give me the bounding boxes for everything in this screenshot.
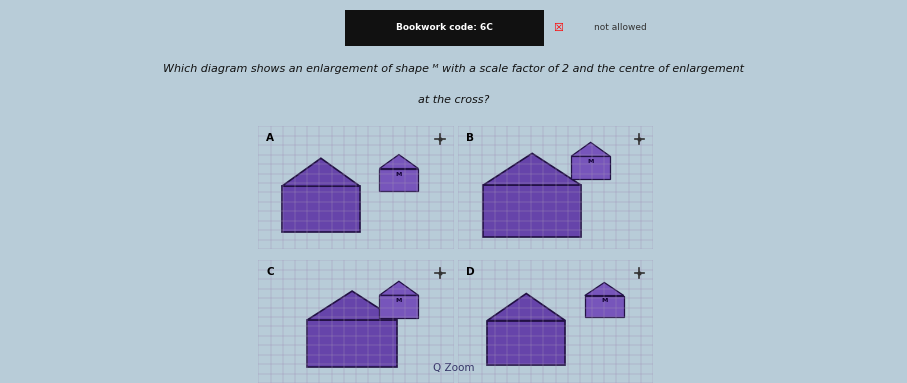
Text: B: B bbox=[466, 133, 473, 142]
Bar bbox=[483, 185, 580, 237]
FancyBboxPatch shape bbox=[345, 10, 544, 46]
Text: A: A bbox=[267, 133, 274, 142]
Text: M: M bbox=[588, 159, 594, 164]
Bar bbox=[571, 156, 610, 179]
Text: D: D bbox=[466, 267, 474, 277]
Text: M: M bbox=[395, 298, 402, 303]
Polygon shape bbox=[487, 293, 565, 321]
Polygon shape bbox=[307, 291, 397, 320]
Text: not allowed: not allowed bbox=[594, 23, 647, 32]
Text: M: M bbox=[395, 172, 402, 177]
Polygon shape bbox=[585, 283, 624, 296]
Text: Which diagram shows an enlargement of shape ᴹ with a scale factor of 2 and the c: Which diagram shows an enlargement of sh… bbox=[163, 64, 744, 74]
Polygon shape bbox=[483, 153, 580, 185]
Polygon shape bbox=[571, 142, 610, 156]
Text: Bookwork code: 6C: Bookwork code: 6C bbox=[396, 23, 493, 32]
Bar bbox=[487, 321, 565, 365]
Polygon shape bbox=[379, 281, 418, 295]
Bar bbox=[379, 295, 418, 318]
Bar bbox=[282, 186, 360, 232]
Text: Q Zoom: Q Zoom bbox=[433, 363, 474, 373]
Polygon shape bbox=[379, 155, 418, 169]
Bar bbox=[585, 296, 624, 317]
Polygon shape bbox=[282, 158, 360, 186]
Text: at the cross?: at the cross? bbox=[418, 95, 489, 105]
Bar bbox=[307, 320, 397, 367]
Text: M: M bbox=[601, 298, 608, 303]
Text: ☒: ☒ bbox=[552, 23, 563, 33]
Text: C: C bbox=[267, 267, 274, 277]
Bar bbox=[379, 169, 418, 192]
